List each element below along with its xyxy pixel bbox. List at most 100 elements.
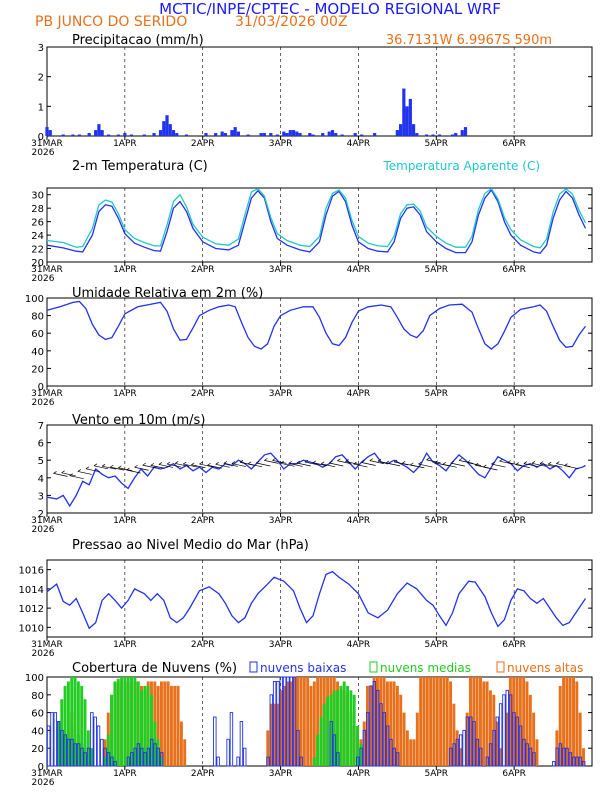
wind-arrow: [288, 463, 303, 467]
x-year-label: 2026: [32, 274, 55, 284]
wind-series-line: [46, 451, 586, 508]
wind-arrow-head: [304, 459, 309, 463]
wind-arrow-head: [329, 460, 333, 464]
wind-arrow: [110, 466, 125, 471]
cloud-bar-high: [415, 712, 419, 766]
x-tick-label: 2APR: [191, 516, 215, 526]
wind-arrow: [369, 460, 384, 464]
cloud-bar-high: [422, 677, 426, 766]
cloud-bar-high: [405, 730, 409, 766]
precip-bar: [415, 133, 419, 136]
wind-arrow: [410, 464, 425, 469]
y-tick-label: 1010: [19, 623, 44, 634]
cloud-bar-mid: [339, 685, 343, 766]
cloud-bar-high: [392, 681, 396, 766]
cloud-bar-low: [66, 738, 71, 767]
cloud-bar-low: [505, 689, 509, 767]
cloud-bar-low: [156, 747, 161, 767]
y-tick-label: 1012: [19, 604, 44, 615]
pressure-title: Pressao ao Nivel Medio do Mar (hPa): [72, 538, 309, 553]
wind-arrow: [85, 468, 101, 473]
cloud-bar-mid: [70, 677, 74, 766]
temp-series-line: [46, 187, 587, 249]
wind-arrow: [93, 465, 109, 470]
wind-arrow-head: [556, 461, 560, 464]
cloud-bar-low: [382, 712, 387, 767]
wind-frame: [46, 424, 593, 514]
precip-bar: [171, 130, 176, 136]
cloud-bar-high: [442, 677, 446, 766]
x-tick-label: 6APR: [502, 640, 526, 650]
y-tick-label: 30: [31, 191, 44, 202]
precip-bar: [330, 130, 335, 136]
precip-bar: [373, 133, 377, 136]
wind-arrow-head: [410, 462, 414, 466]
cloud-bar-low: [528, 747, 533, 767]
wind-arrow: [345, 461, 360, 465]
temp-panel: 20 22 24 26 28 30 31MAR 1APR 2APR 3APR 4APR 5APR 6AP…: [31, 159, 593, 284]
precip-bar: [405, 106, 409, 136]
wind-arrow: [523, 463, 538, 467]
wind-arrow-head: [142, 462, 146, 466]
cloud-bar-low: [90, 712, 94, 767]
y-tick-label: 1016: [19, 566, 44, 577]
cloud-bar-mid: [329, 694, 333, 766]
cloud-bar-high: [312, 681, 316, 766]
cloud-bar-high: [299, 677, 303, 766]
precip-bar: [285, 133, 289, 136]
x-year-label: 2026: [32, 398, 55, 408]
cloud-bar-mid: [352, 694, 356, 766]
cloud-bar-low: [60, 729, 64, 767]
wind-arrow-head: [231, 461, 236, 464]
wind-arrow: [426, 459, 441, 464]
precip-bar: [87, 133, 91, 136]
cloud-bar-high: [289, 681, 293, 766]
wind-arrow-head: [531, 460, 536, 464]
cloud-bar-high: [266, 730, 270, 766]
cloud-bar-low: [372, 681, 377, 767]
cloud-bar-mid: [126, 677, 130, 766]
precip-bar: [48, 130, 52, 136]
x-tick-label: 2APR: [191, 640, 215, 650]
wind-arrow: [450, 462, 465, 467]
cloud-bar-low: [266, 756, 270, 767]
wind-arrow-head: [174, 461, 179, 464]
cloud-bar-low: [389, 738, 393, 767]
x-tick-label: 3APR: [269, 516, 293, 526]
cloud-bar-high: [282, 685, 286, 766]
wind-arrow: [304, 461, 319, 466]
precip-bar: [246, 134, 250, 136]
pressure-panel: 1010 1012 1014 1016 31MAR 1APR 2APR 3APR 4APR 5AP…: [19, 538, 593, 659]
cloud-bar-mid: [63, 685, 67, 766]
precip-bar: [259, 133, 263, 136]
x-tick-label: 3APR: [269, 389, 293, 399]
wind-arrow-head: [442, 462, 446, 465]
cloud-bar-high: [495, 721, 499, 766]
cloud-bar-mid: [130, 677, 134, 766]
cloud-bar-high: [179, 721, 183, 766]
wind-arrow-head: [361, 460, 365, 463]
cloud-bar-high: [409, 739, 413, 766]
precip-bar: [230, 130, 234, 136]
y-tick-label: 20: [31, 258, 44, 269]
wind-arrow-head: [548, 461, 552, 465]
cloud-bar-mid: [66, 681, 70, 766]
y-tick-label: 20: [31, 364, 44, 375]
x-year-label: 2026: [32, 525, 55, 535]
cloud-bar-mid: [326, 696, 330, 766]
cloud-bar-low: [478, 747, 483, 767]
cloud-bar-low: [485, 756, 490, 767]
cloud-bar-high: [515, 677, 519, 766]
precip-bar: [353, 133, 357, 136]
legend-swatch: [496, 661, 505, 673]
wind-arrow-head: [93, 463, 98, 467]
cloud-bar-mid: [143, 685, 147, 766]
cloud-bar-high: [512, 677, 516, 766]
x-tick-label: 5APR: [424, 389, 448, 399]
x-tick-label: 6APR: [502, 265, 526, 275]
cloud-bar-low: [83, 752, 87, 767]
wind-arrow-head: [256, 460, 260, 464]
precip-bar: [327, 131, 331, 136]
wind-arrow: [118, 467, 133, 472]
cloud-bar-high: [439, 677, 443, 766]
